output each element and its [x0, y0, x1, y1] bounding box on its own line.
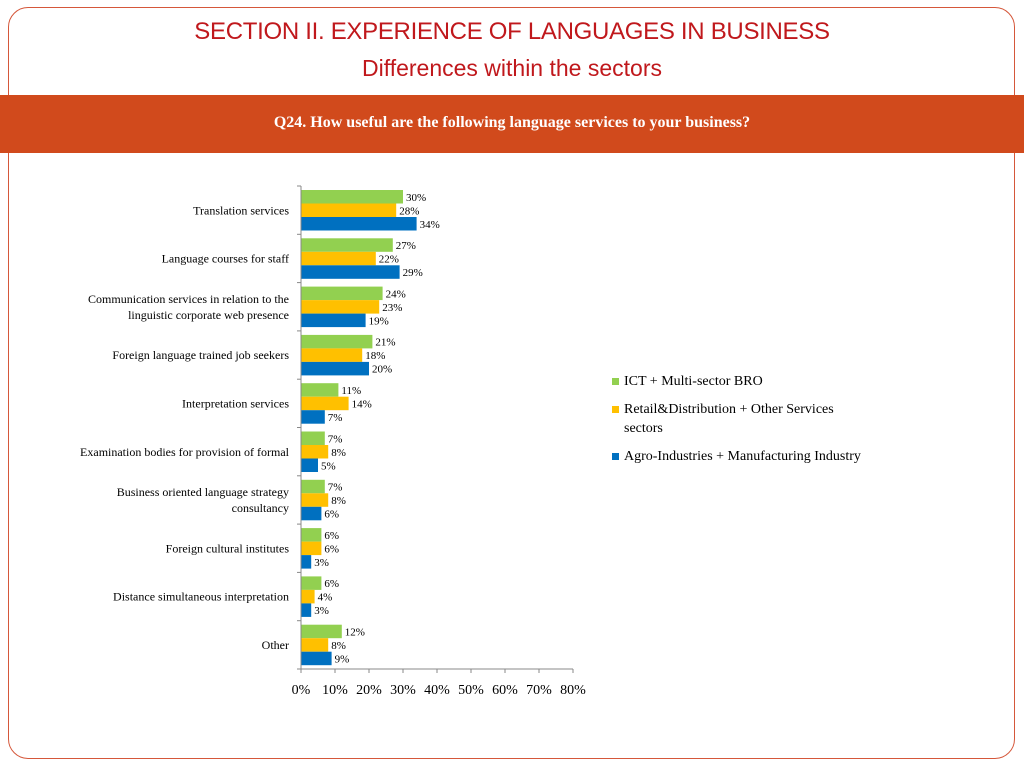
bar — [301, 589, 315, 604]
x-tick-label: 60% — [492, 683, 518, 698]
bar — [301, 603, 312, 617]
x-tick-label: 50% — [458, 683, 484, 698]
bar — [301, 396, 349, 411]
data-label: 34% — [420, 219, 440, 231]
data-label: 24% — [386, 288, 406, 300]
bar — [301, 383, 339, 397]
category-label: Interpretation services — [182, 396, 289, 410]
bar — [301, 445, 329, 459]
data-label: 8% — [331, 640, 346, 652]
category-label: consultancy — [232, 501, 289, 515]
x-tick-label: 30% — [390, 683, 416, 698]
bar — [301, 251, 376, 266]
x-tick-label: 10% — [322, 683, 348, 698]
chart-legend: ICT + Multi-sector BRO Retail&Distributi… — [612, 372, 872, 475]
x-tick-label: 0% — [292, 683, 311, 698]
legend-label-agro: Agro-Industries + Manufacturing Industry — [624, 449, 861, 464]
data-label: 29% — [403, 267, 423, 279]
bar — [301, 300, 380, 314]
data-label: 7% — [328, 412, 343, 424]
data-label: 3% — [314, 605, 329, 617]
bar — [301, 286, 383, 301]
data-label: 30% — [406, 192, 426, 204]
data-label: 5% — [321, 460, 336, 472]
legend-swatch-agro — [612, 453, 619, 460]
bar — [301, 555, 312, 569]
bar — [301, 361, 369, 376]
bar — [301, 638, 329, 652]
data-label: 23% — [382, 302, 402, 314]
data-label: 7% — [328, 433, 343, 445]
bar — [301, 410, 325, 424]
bar — [301, 203, 397, 217]
data-label: 27% — [396, 240, 416, 252]
slide-title: SECTION II. EXPERIENCE OF LANGUAGES IN B… — [194, 18, 830, 45]
category-label: Translation services — [193, 203, 289, 217]
bar — [301, 576, 322, 590]
data-label: 9% — [335, 653, 350, 665]
data-label: 3% — [314, 557, 329, 569]
data-label: 6% — [324, 578, 339, 590]
category-label: linguistic corporate web presence — [128, 308, 289, 322]
data-label: 6% — [324, 509, 339, 521]
bar — [301, 624, 342, 639]
bar — [301, 348, 363, 362]
slide-subtitle: Differences within the sectors — [362, 55, 662, 81]
bar — [301, 479, 325, 494]
data-label: 8% — [331, 447, 346, 459]
bar — [301, 506, 322, 521]
data-label: 28% — [399, 205, 419, 217]
legend-item-retail: Retail&Distribution + Other Services sec… — [612, 400, 872, 438]
legend-label-ict: ICT + Multi-sector BRO — [624, 374, 763, 389]
category-label: Distance simultaneous interpretation — [113, 590, 289, 604]
data-label: 11% — [341, 385, 361, 397]
category-label: Other — [262, 638, 289, 652]
bar — [301, 313, 366, 328]
bar — [301, 651, 332, 666]
data-label: 4% — [318, 592, 333, 604]
category-label: Examination bodies for provision of form… — [80, 445, 290, 459]
category-label: Language courses for staff — [162, 252, 289, 266]
data-label: 20% — [372, 364, 392, 376]
legend-item-agro: Agro-Industries + Manufacturing Industry — [612, 447, 872, 466]
bar — [301, 541, 322, 556]
data-label: 22% — [379, 254, 399, 266]
category-label: Business oriented language strategy — [117, 485, 289, 499]
category-label: Foreign cultural institutes — [166, 541, 290, 555]
bar — [301, 265, 400, 279]
bar — [301, 493, 329, 507]
bar — [301, 217, 417, 231]
category-label: Communication services in relation to th… — [88, 292, 289, 306]
legend-item-ict: ICT + Multi-sector BRO — [612, 372, 872, 391]
bar — [301, 334, 373, 349]
bar — [301, 238, 393, 252]
data-label: 19% — [369, 315, 389, 327]
category-label: Foreign language trained job seekers — [112, 348, 289, 362]
data-label: 6% — [324, 530, 339, 542]
bar — [301, 190, 403, 204]
bar — [301, 528, 322, 542]
data-label: 14% — [352, 398, 372, 410]
data-label: 7% — [328, 482, 343, 494]
x-tick-label: 20% — [356, 683, 382, 698]
x-tick-label: 40% — [424, 683, 450, 698]
data-label: 18% — [365, 350, 385, 362]
legend-label-retail: Retail&Distribution + Other Services sec… — [624, 402, 834, 436]
x-tick-label: 70% — [526, 683, 552, 698]
bar — [301, 458, 318, 472]
legend-swatch-ict — [612, 378, 619, 385]
legend-swatch-retail — [612, 406, 619, 413]
question-band — [0, 95, 1024, 153]
data-label: 6% — [324, 543, 339, 555]
data-label: 12% — [345, 626, 365, 638]
bar — [301, 431, 325, 445]
data-label: 8% — [331, 495, 346, 507]
question-text: Q24. How useful are the following langua… — [273, 114, 751, 131]
data-label: 21% — [375, 337, 395, 349]
x-tick-label: 80% — [560, 683, 586, 698]
